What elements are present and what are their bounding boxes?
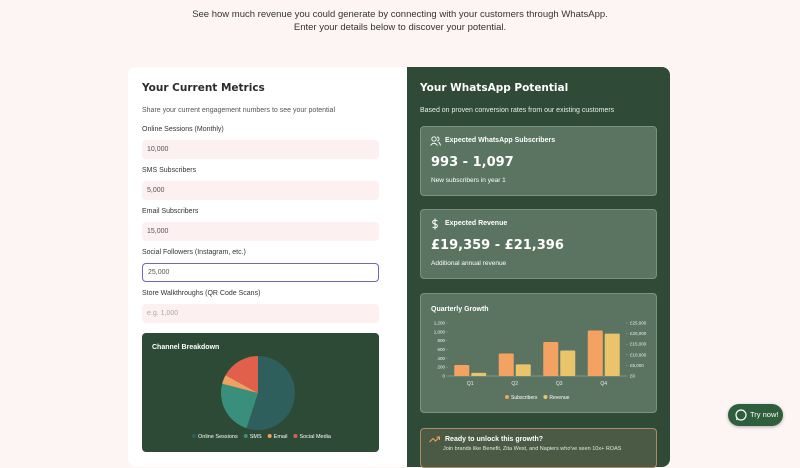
bar: [454, 364, 470, 376]
pie-slice: [221, 383, 258, 429]
y-tick-label: 1,000: [434, 329, 446, 334]
field-label: Social Followers (Instagram, etc.): [142, 249, 246, 256]
y-tick-label: 0: [442, 374, 445, 379]
y2-tick-label: £25,000: [630, 321, 647, 326]
card-value: £19,359 - £21,396: [431, 238, 564, 253]
field-label: Email Subscribers: [142, 208, 199, 215]
bar: [471, 372, 487, 376]
chart-title: Quarterly Growth: [431, 306, 489, 313]
panel-title: Your WhatsApp Potential: [420, 82, 569, 94]
try-now-button[interactable]: Try now!: [728, 404, 783, 426]
bar: [515, 364, 531, 376]
header-line: Enter your details below to discover you…: [293, 22, 507, 33]
field-label: SMS Subscribers: [142, 167, 197, 174]
whatsapp-icon: [735, 409, 747, 421]
y-tick-label: 600: [437, 347, 445, 352]
x-tick-label: Q1: [467, 381, 474, 387]
legend-label: Social Media: [299, 434, 331, 440]
legend-swatch: [192, 434, 196, 438]
result-card: Expected WhatsApp Subscribers 993 - 1,09…: [420, 126, 657, 196]
pie-slice: [246, 356, 295, 430]
result-card: Expected Revenue £19,359 - £21,396 Addit…: [420, 209, 657, 279]
panel-title: Your Current Metrics: [142, 82, 265, 94]
pie-slice: [222, 375, 258, 393]
bar: [604, 333, 620, 376]
y-tick-label: 1,200: [434, 321, 446, 326]
card-label: Expected WhatsApp Subscribers: [445, 137, 556, 144]
field-label: Online Sessions (Monthly): [142, 126, 224, 133]
legend-label: Subscribers: [511, 395, 538, 401]
potential-panel: Your WhatsApp Potential Based on proven …: [407, 67, 670, 468]
legend-label: Revenue: [549, 395, 569, 401]
card-label: Expected Revenue: [445, 220, 508, 227]
field-label: Store Walkthroughs (QR Code Scans): [142, 290, 261, 297]
input-field[interactable]: 15,000: [142, 222, 379, 241]
input-field[interactable]: 5,000: [142, 181, 379, 200]
users-icon: [430, 136, 441, 146]
legend-swatch: [505, 395, 509, 399]
card-value: 993 - 1,097: [431, 155, 514, 170]
card-note: New subscribers in year 1: [431, 177, 506, 184]
legend-swatch: [243, 434, 248, 438]
pie-slice: [225, 356, 258, 393]
legend-label: SMS: [250, 434, 262, 440]
pie-chart: Channel Breakdown Online Sessions SMS Email…: [152, 344, 332, 440]
cta-card: Ready to unlock this growth? Join brands…: [420, 428, 657, 468]
cta-title: Ready to unlock this growth?: [445, 436, 544, 443]
panel-subtitle: Based on proven conversion rates from ou…: [420, 107, 615, 114]
input-placeholder: e.g. 1,000: [147, 310, 179, 317]
y2-tick-label: £15,000: [630, 342, 647, 347]
y-tick-label: 400: [437, 356, 445, 361]
chart-title: Channel Breakdown: [152, 344, 219, 351]
legend-swatch: [293, 434, 298, 438]
input-value: 5,000: [147, 187, 165, 194]
bar-chart: Quarterly Growth 0 200 400 600 800 1,000 1,200 £…: [431, 306, 647, 401]
cta-text: Join brands like Benefit, Zita West, and…: [443, 446, 622, 452]
legend-swatch: [543, 395, 548, 399]
y2-tick-label: £5,000: [630, 363, 644, 368]
input-field[interactable]: 25,000: [142, 263, 379, 282]
bar: [543, 341, 559, 376]
metrics-panel: Your Current Metrics Share your current …: [128, 67, 407, 467]
legend-label: Online Sessions: [198, 434, 238, 440]
dollar-icon: [432, 218, 438, 230]
y-tick-label: 800: [437, 338, 445, 343]
y2-tick-label: £20,000: [630, 331, 647, 336]
input-value: 10,000: [147, 146, 169, 153]
trend-icon: [429, 436, 440, 443]
button-label[interactable]: Try now!: [750, 410, 779, 419]
channel-chart: Channel Breakdown Online Sessions SMS Email…: [142, 333, 379, 452]
y2-tick-label: £0: [630, 374, 636, 379]
x-tick-label: Q4: [600, 381, 607, 387]
legend-label: Email: [274, 434, 288, 440]
header-line: See how much revenue you could generate …: [192, 9, 608, 20]
card-note: Additional annual revenue: [431, 260, 507, 267]
panel-subtitle: Share your current engagement numbers to…: [142, 107, 336, 114]
legend-swatch: [267, 434, 272, 438]
input-field[interactable]: e.g. 1,000: [142, 304, 379, 323]
page: { "header": {"line1": "See how much reve…: [128, 9, 783, 468]
input-field[interactable]: 10,000: [142, 140, 379, 159]
bar: [560, 350, 576, 376]
growth-card: Quarterly Growth 0 200 400 600 800 1,000 1,200 £…: [420, 293, 657, 413]
input-value: 15,000: [147, 228, 169, 235]
x-tick-label: Q2: [511, 381, 518, 387]
input-value: 25,000: [148, 269, 170, 276]
bar: [587, 330, 603, 376]
y-tick-label: 200: [437, 365, 445, 370]
y2-tick-label: £10,000: [630, 352, 647, 357]
x-tick-label: Q3: [556, 381, 563, 387]
bar: [498, 353, 514, 376]
